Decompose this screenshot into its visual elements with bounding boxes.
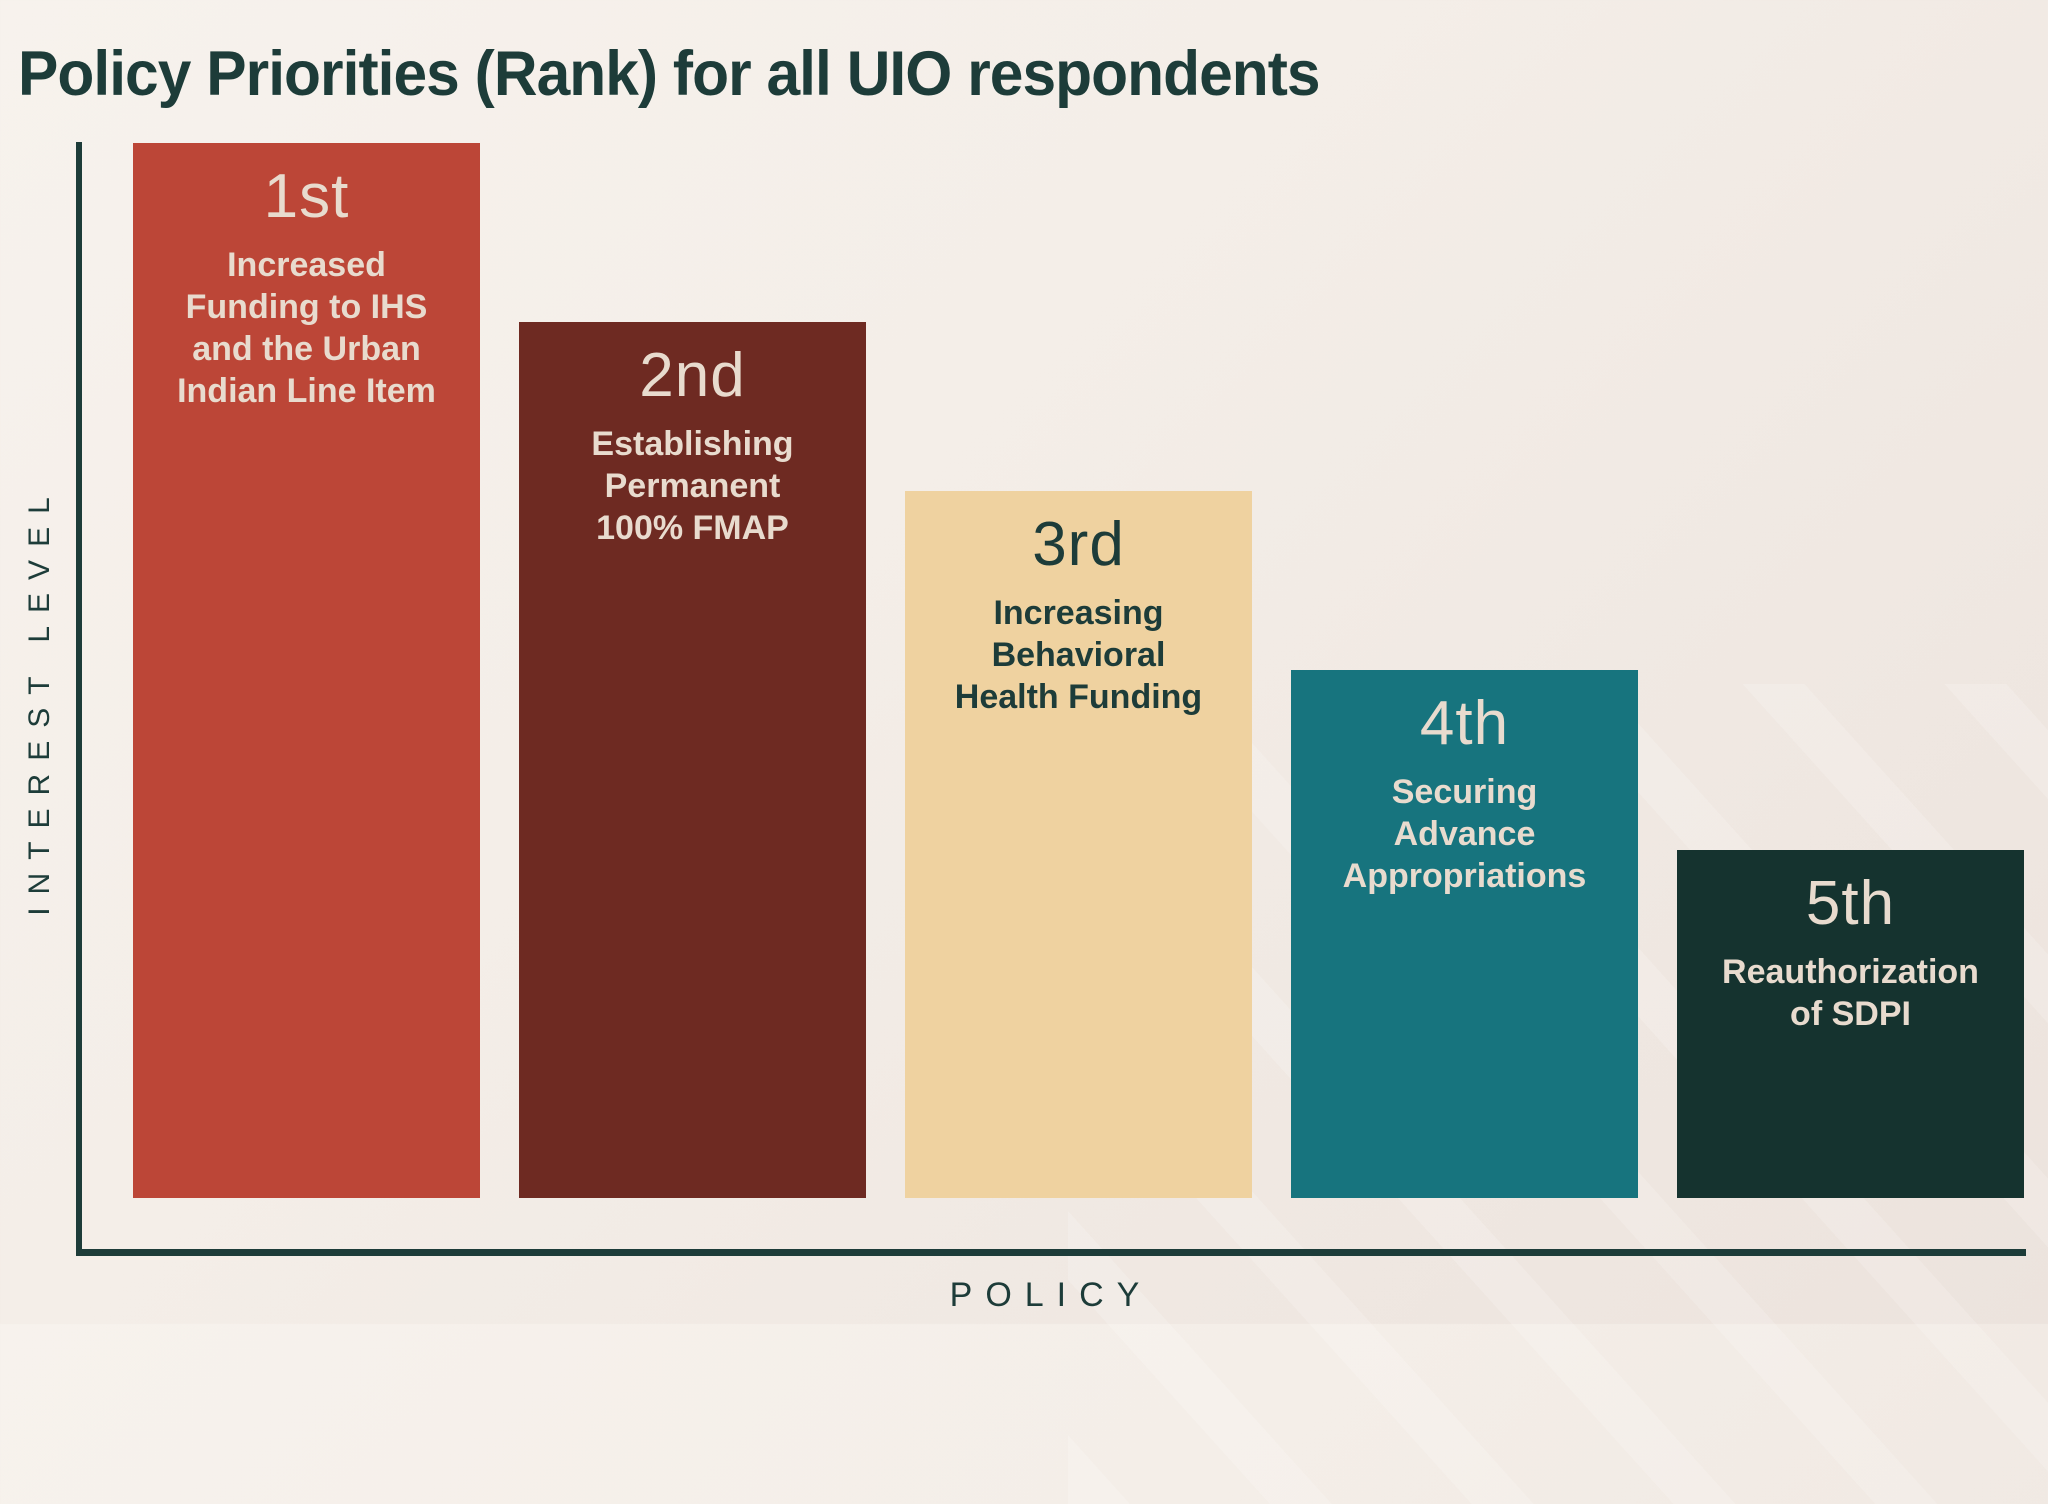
bar-policy-label: Increased Funding to IHS and the Urban I… bbox=[177, 246, 436, 411]
bar-policy-label: Securing Advance Appropriations bbox=[1342, 773, 1587, 896]
bar-5th: 5th Reauthorization of SDPI bbox=[1677, 850, 2024, 1198]
bar-rank-label: 3rd bbox=[1032, 510, 1125, 579]
bar-4th: 4th Securing Advance Appropriations bbox=[1291, 670, 1638, 1198]
page-title: Policy Priorities (Rank) for all UIO res… bbox=[18, 39, 1321, 110]
y-axis-line bbox=[76, 142, 82, 1256]
x-axis-label: POLICY bbox=[949, 1276, 1153, 1314]
bar-policy-label: Reauthorization of SDPI bbox=[1722, 953, 1979, 1034]
bar-rank-label: 2nd bbox=[639, 341, 746, 410]
x-axis-line bbox=[76, 1249, 2026, 1256]
bar-1st: 1st Increased Funding to IHS and the Urba… bbox=[133, 143, 480, 1198]
bar-rank-label: 4th bbox=[1419, 689, 1510, 758]
bar-rank-label: 1st bbox=[263, 162, 350, 231]
bar-policy-label: Increasing Behavioral Health Funding bbox=[954, 594, 1203, 717]
bar-policy-label: Establishing Permanent 100% FMAP bbox=[591, 425, 794, 548]
bar-rank-label: 5th bbox=[1805, 869, 1896, 938]
bar-3rd: 3rd Increasing Behavioral Health Funding bbox=[905, 491, 1252, 1198]
bar-2nd: 2nd Establishing Permanent 100% FMAP bbox=[519, 322, 866, 1198]
y-axis-label: INTEREST LEVEL bbox=[23, 484, 56, 916]
